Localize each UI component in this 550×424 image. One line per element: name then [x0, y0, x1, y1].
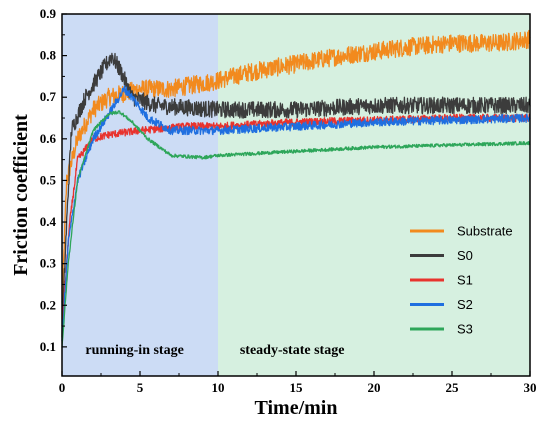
y-tick-label: 0.5 [40, 172, 57, 187]
legend-label-s0: S0 [457, 248, 473, 263]
x-tick-label: 5 [137, 380, 144, 395]
y-tick-label: 0.9 [40, 6, 57, 21]
x-tick-label: 15 [290, 380, 304, 395]
y-axis-title: Friction coefficient [10, 114, 32, 276]
series-line-s2 [61, 85, 531, 342]
series-line-s3 [61, 110, 531, 348]
legend-label-s2: S2 [457, 297, 473, 312]
x-tick-label: 10 [212, 380, 225, 395]
legend-label-substrate: Substrate [457, 224, 513, 239]
x-axis-title: Time/min [255, 397, 338, 419]
x-axis: 0 5 10 15 20 25 30 [59, 371, 537, 395]
y-tick-label: 0.6 [40, 131, 57, 146]
series-lines [61, 29, 531, 348]
series-line-substrate [61, 29, 531, 303]
series-line-s0 [61, 52, 531, 338]
x-tick-label: 0 [59, 380, 66, 395]
x-tick-label: 30 [524, 380, 537, 395]
stage-region-0 [62, 14, 218, 376]
y-axis: 0.1 0.2 0.3 0.4 0.5 0.6 0.7 0.8 0.9 [40, 6, 67, 354]
region-label-running-in: running-in stage [85, 343, 183, 358]
region-label-steady-state: steady-state stage [240, 343, 345, 358]
y-tick-label: 0.2 [40, 297, 56, 312]
y-tick-label: 0.3 [40, 256, 57, 271]
y-tick-label: 0.7 [40, 89, 57, 104]
stage-region-1 [218, 14, 530, 376]
y-tick-label: 0.4 [40, 214, 57, 229]
legend-label-s3: S3 [457, 322, 473, 337]
legend: Substrate S0 S1 S2 S3 [410, 224, 513, 337]
legend-label-s1: S1 [457, 273, 473, 288]
x-tick-label: 25 [446, 380, 460, 395]
x-tick-label: 20 [368, 380, 381, 395]
y-tick-label: 0.1 [40, 339, 56, 354]
stage-regions [62, 14, 530, 376]
y-tick-label: 0.8 [40, 48, 57, 63]
